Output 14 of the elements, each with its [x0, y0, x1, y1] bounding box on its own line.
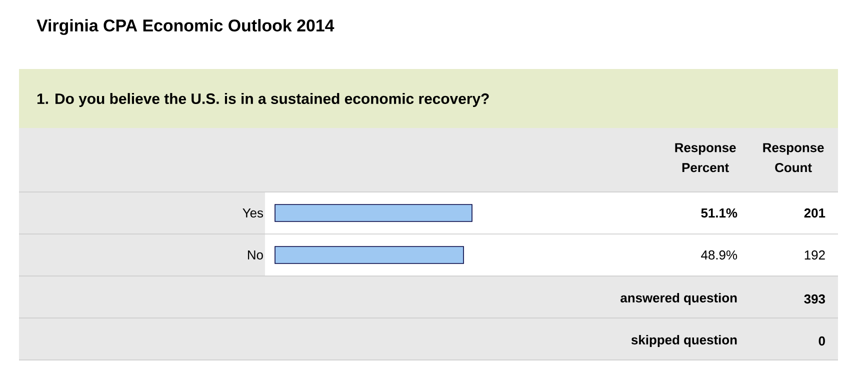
data-label: 48.9%	[701, 250, 738, 260]
text: 0	[818, 336, 825, 346]
y-tick-label: Yes	[242, 208, 264, 218]
text: 393	[804, 294, 826, 304]
text: Response Percent	[675, 143, 736, 172]
chart-subtitle: 1. Do you believe the U.S. is in a sustained economic recovery?	[37, 93, 489, 107]
text: 192	[804, 250, 825, 260]
text: Response Count	[763, 143, 824, 172]
chart-title: Virginia CPA Economic Outlook 2014	[36, 19, 334, 35]
y-tick-label: No	[248, 250, 263, 260]
text: answered question	[620, 292, 737, 306]
text: skipped question	[631, 334, 737, 348]
text: 201	[804, 208, 826, 218]
data-label: 51.1%	[701, 208, 738, 218]
